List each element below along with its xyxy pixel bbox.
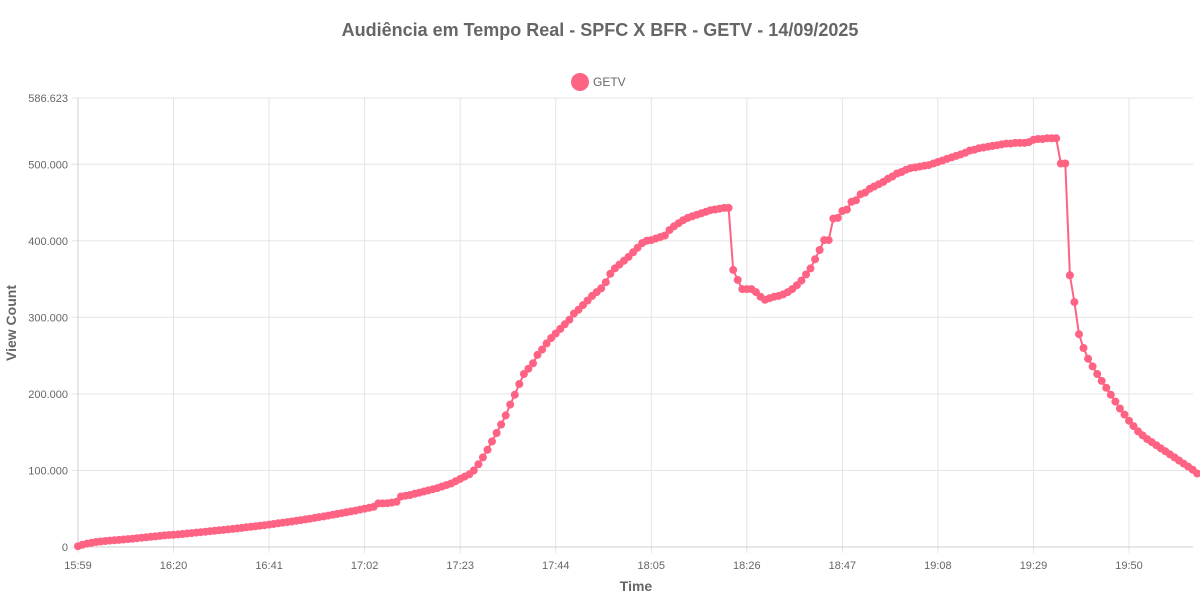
y-tick-label: 100.000	[28, 465, 68, 477]
data-point[interactable]	[492, 429, 501, 437]
data-point[interactable]	[797, 276, 806, 285]
data-point[interactable]	[501, 411, 510, 420]
x-tick-label: 18:26	[733, 560, 761, 572]
data-point[interactable]	[1088, 362, 1097, 371]
data-point[interactable]	[729, 265, 738, 274]
data-point[interactable]	[497, 420, 506, 429]
data-point[interactable]	[733, 275, 742, 284]
data-point[interactable]	[392, 497, 401, 506]
data-point[interactable]	[529, 359, 537, 368]
series-line-getv	[77, 137, 1198, 548]
x-tick-label: 19:08	[924, 560, 952, 572]
data-point[interactable]	[478, 453, 487, 462]
data-point[interactable]	[802, 270, 810, 279]
data-point[interactable]	[469, 466, 478, 475]
x-tick-label: 17:23	[446, 560, 474, 572]
data-point[interactable]	[506, 400, 515, 409]
data-point[interactable]	[724, 203, 733, 212]
data-point[interactable]	[806, 264, 815, 273]
series-points-getv	[74, 134, 1200, 551]
y-axis-title: View Count	[3, 285, 19, 361]
y-tick-label: 500.000	[28, 159, 68, 171]
data-point[interactable]	[660, 231, 669, 240]
data-point[interactable]	[1115, 404, 1124, 413]
x-tick-label: 18:05	[638, 560, 666, 572]
data-point[interactable]	[1084, 354, 1093, 363]
x-axis-title: Time	[620, 578, 653, 594]
data-point[interactable]	[1120, 410, 1129, 419]
data-point[interactable]	[597, 284, 606, 293]
x-tick-label: 19:29	[1020, 560, 1048, 572]
x-tick-label: 16:20	[160, 560, 188, 572]
y-tick-label: 586.623	[28, 93, 68, 105]
x-tick-label: 17:02	[351, 560, 379, 572]
x-axis: 15:59 16:20 16:41 17:02 17:23 17:44 18:05 18:26…	[64, 560, 1143, 572]
data-point[interactable]	[1111, 397, 1120, 406]
x-tick-label: 16:41	[255, 560, 283, 572]
data-point[interactable]	[1106, 390, 1115, 399]
data-point[interactable]	[824, 236, 833, 245]
x-tick-label: 19:50	[1115, 560, 1143, 572]
data-point[interactable]	[474, 460, 483, 469]
data-point[interactable]	[1093, 370, 1102, 378]
x-tick-label: 18:47	[829, 560, 857, 572]
data-point[interactable]	[601, 278, 610, 287]
data-point[interactable]	[1129, 422, 1138, 431]
legend-marker-getv[interactable]	[571, 73, 589, 91]
data-point[interactable]	[538, 345, 547, 354]
data-point[interactable]	[542, 339, 551, 348]
data-point[interactable]	[515, 380, 524, 388]
data-point[interactable]	[565, 315, 574, 324]
data-point[interactable]	[1097, 376, 1106, 385]
data-point[interactable]	[524, 364, 533, 373]
data-point[interactable]	[1065, 271, 1074, 280]
data-point[interactable]	[606, 269, 615, 278]
y-tick-label: 200.000	[28, 389, 68, 401]
y-tick-label: 0	[62, 542, 68, 554]
data-point[interactable]	[833, 213, 842, 222]
data-point[interactable]	[815, 246, 824, 254]
data-point[interactable]	[1075, 330, 1083, 339]
data-point[interactable]	[488, 437, 496, 446]
data-point[interactable]	[533, 350, 542, 359]
legend-label-getv[interactable]: GETV	[593, 75, 626, 89]
data-point[interactable]	[483, 445, 492, 454]
data-point[interactable]	[842, 205, 851, 214]
y-axis: 0 100.000 200.000 300.000 400.000 500.000 586.…	[28, 93, 68, 554]
x-tick-label: 15:59	[64, 560, 92, 572]
data-point[interactable]	[1061, 159, 1070, 168]
grid-lines	[72, 97, 1193, 553]
chart-title: Audiência em Tempo Real - SPFC X BFR - G…	[342, 20, 859, 40]
data-point[interactable]	[1052, 134, 1061, 143]
y-tick-label: 300.000	[28, 312, 68, 324]
y-tick-label: 400.000	[28, 236, 68, 248]
data-point[interactable]	[1102, 383, 1111, 392]
data-point[interactable]	[1125, 416, 1133, 425]
data-point[interactable]	[1079, 344, 1088, 352]
data-point[interactable]	[519, 370, 528, 378]
data-point[interactable]	[852, 196, 860, 205]
data-point[interactable]	[811, 255, 820, 264]
data-point[interactable]	[1193, 469, 1200, 478]
data-point[interactable]	[510, 390, 519, 399]
legend[interactable]: GETV	[571, 73, 626, 91]
x-tick-label: 17:44	[542, 560, 570, 572]
data-point[interactable]	[1070, 298, 1079, 307]
